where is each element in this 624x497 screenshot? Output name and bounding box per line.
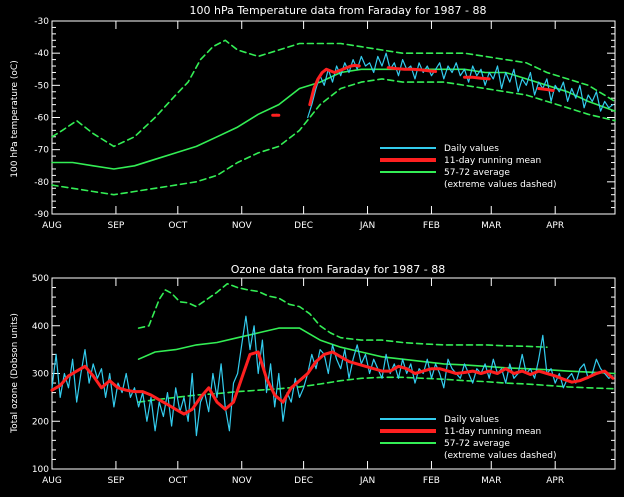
ozone-month-label: FEB bbox=[423, 476, 440, 486]
temperature-month-label: OCT bbox=[168, 221, 187, 231]
temperature-series-running_mean bbox=[386, 66, 438, 73]
ozone-title: Ozone data from Faraday for 1987 - 88 bbox=[231, 263, 445, 276]
temperature-ytick-label: -50 bbox=[34, 81, 49, 91]
ozone-ytick-label: 400 bbox=[32, 322, 49, 332]
ozone-ytick-label: 200 bbox=[32, 417, 49, 427]
temperature-series-running_mean bbox=[308, 63, 361, 107]
ozone-month-label: MAR bbox=[481, 476, 501, 486]
ozone-ytick-label: 300 bbox=[32, 370, 49, 380]
ozone-ytick-label: 100 bbox=[32, 465, 49, 475]
temperature-month-label: JAN bbox=[359, 221, 375, 231]
ozone-series-running_mean bbox=[50, 350, 615, 416]
ozone-legend-entry: Daily values bbox=[444, 415, 499, 425]
temperature-ylabel: 100 hPa temperature (oC) bbox=[10, 60, 20, 177]
temperature-title: 100 hPa Temperature data from Faraday fo… bbox=[189, 4, 486, 17]
temperature-panel: 100 hPa Temperature data from Faraday fo… bbox=[10, 4, 616, 231]
temperature-month-label: DEC bbox=[294, 221, 313, 231]
ozone-panel: Ozone data from Faraday for 1987 - 88 To… bbox=[10, 263, 616, 486]
ozone-ylabel: Total ozone (Dobson units) bbox=[10, 313, 20, 434]
temperature-month-label: APR bbox=[546, 221, 564, 231]
temperature-month-label: SEP bbox=[108, 221, 125, 231]
temperature-month-label: MAR bbox=[481, 221, 501, 231]
temperature-month-label: AUG bbox=[42, 221, 62, 231]
temperature-ytick-label: -80 bbox=[34, 178, 49, 188]
temperature-ytick-label: -90 bbox=[34, 210, 49, 220]
temperature-legend-entry: (extreme values dashed) bbox=[444, 180, 556, 190]
temperature-series-running_mean bbox=[463, 75, 491, 81]
ozone-series-daily bbox=[51, 315, 614, 437]
temperature-plot: -90 -80 -70 -60 -50 -40 -30 AUG SEP OCT NOV DEC JAN F… bbox=[34, 17, 616, 231]
temperature-legend-entry: Daily values bbox=[444, 144, 499, 154]
ozone-month-label: JAN bbox=[359, 476, 375, 486]
temperature-series-extreme-max bbox=[51, 39, 616, 148]
temperature-legend-entry: 11-day running mean bbox=[444, 156, 541, 166]
temperature-ytick-label: -40 bbox=[34, 49, 49, 59]
ozone-plot: 100 200 300 400 500 AUG SEP OCT NOV DEC JAN FEB MAR A… bbox=[32, 274, 616, 486]
temperature-series-extreme-min bbox=[51, 78, 616, 196]
ozone-month-label: DEC bbox=[294, 476, 313, 486]
ozone-series-extreme-max bbox=[137, 282, 548, 349]
temperature-month-label: FEB bbox=[423, 221, 440, 231]
temperature-series-running_mean bbox=[537, 87, 555, 92]
temperature-ytick-label: -70 bbox=[34, 146, 49, 156]
ozone-ytick-label: 500 bbox=[32, 274, 49, 284]
ozone-month-label: AUG bbox=[42, 476, 62, 486]
ozone-month-label: NOV bbox=[232, 476, 253, 486]
ozone-legend-entry: (extreme values dashed) bbox=[444, 451, 556, 461]
ozone-month-label: APR bbox=[546, 476, 564, 486]
temperature-ytick-label: -60 bbox=[34, 114, 49, 124]
ozone-month-label: OCT bbox=[168, 476, 187, 486]
temperature-legend: Daily values 11-day running mean 57-72 ave… bbox=[380, 144, 556, 190]
ozone-legend-entry: 11-day running mean bbox=[444, 427, 541, 437]
temperature-month-label: NOV bbox=[232, 221, 253, 231]
ozone-legend-entry: 57-72 average bbox=[444, 439, 510, 449]
temperature-ytick-label: -30 bbox=[34, 17, 49, 27]
temperature-legend-entry: 57-72 average bbox=[444, 168, 510, 178]
ozone-legend: Daily values 11-day running mean 57-72 ave… bbox=[380, 415, 556, 461]
ozone-month-label: SEP bbox=[108, 476, 125, 486]
